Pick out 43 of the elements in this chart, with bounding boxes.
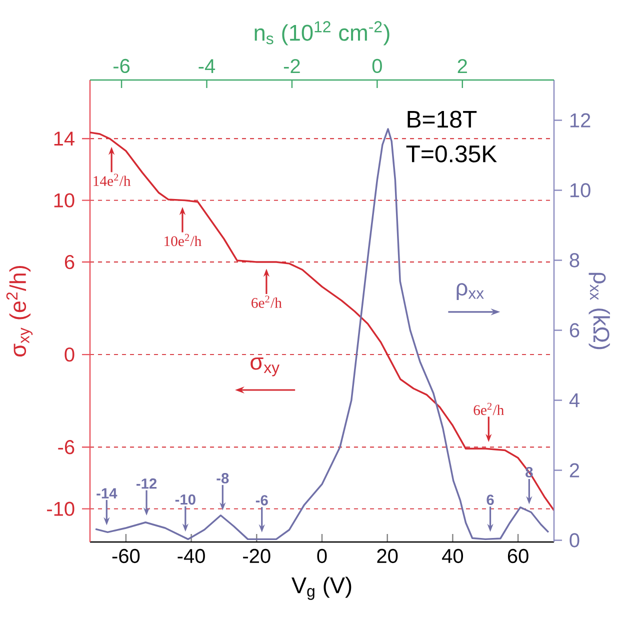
annotation: -12 xyxy=(136,478,157,489)
annotation: 14e$^{2}$/h xyxy=(94,174,131,186)
x-tick-label: -60 xyxy=(112,548,140,564)
x2-tick-label: -4 xyxy=(198,59,216,74)
y2-axis-title: ρ$_{xx}$ (kΩ) xyxy=(588,272,610,350)
x-tick-label: 40 xyxy=(442,548,464,564)
x2-tick-label: 0 xyxy=(372,58,382,74)
y-tick-label: -10 xyxy=(47,502,74,516)
annotation: -8 xyxy=(216,473,229,484)
annotation: 10e$^{2}$/h xyxy=(164,234,202,246)
y-tick-label: 0 xyxy=(64,347,74,362)
x-tick-label: 20 xyxy=(377,548,398,564)
x2-axis-title: n$_{s}$ (10$^{12}$ cm$^{-2}$) xyxy=(254,21,390,46)
x-tick-label: 0 xyxy=(317,548,327,564)
annotation: 6e$^{2}$/h xyxy=(252,296,282,308)
x-tick-label: 60 xyxy=(508,548,528,564)
y-axis-title: σ$_{xy}$ (e$^{2}$/h) xyxy=(6,266,33,356)
x2-tick-label: -6 xyxy=(114,58,130,74)
y2-tick-label: 12 xyxy=(570,113,590,128)
annotation: B=18T xyxy=(408,110,477,128)
x-axis-title: V$_{g}$ (V) xyxy=(292,576,352,600)
annotation: -14 xyxy=(96,488,118,498)
y-tick-label: 14 xyxy=(54,132,74,146)
annotation: -10 xyxy=(175,494,196,505)
y2-tick-label: 10 xyxy=(570,183,590,198)
y-tick-label: -6 xyxy=(58,440,74,454)
annotation: 6 xyxy=(486,494,494,506)
annotation: 6e$^{2}$/h xyxy=(474,402,504,416)
annotation: T=0.35K xyxy=(406,145,497,162)
y2-tick-label: 8 xyxy=(570,253,580,268)
y-tick-label: 6 xyxy=(64,254,74,270)
x2-tick-label: -2 xyxy=(284,59,300,74)
text: σ$_{xy}$ xyxy=(250,358,280,376)
y2-tick-label: 0 xyxy=(570,533,580,548)
annotation: -6 xyxy=(256,495,268,506)
y2-tick-label: 2 xyxy=(570,463,580,478)
text: ρ$_{xx}$ xyxy=(456,283,484,300)
y-tick-label: 10 xyxy=(54,193,74,208)
y2-tick-label: 6 xyxy=(570,323,580,338)
y2-tick-label: 4 xyxy=(569,393,580,408)
x-tick-label: -20 xyxy=(243,548,270,564)
x-tick-label: -40 xyxy=(178,548,205,564)
x2-tick-label: 2 xyxy=(458,59,467,74)
